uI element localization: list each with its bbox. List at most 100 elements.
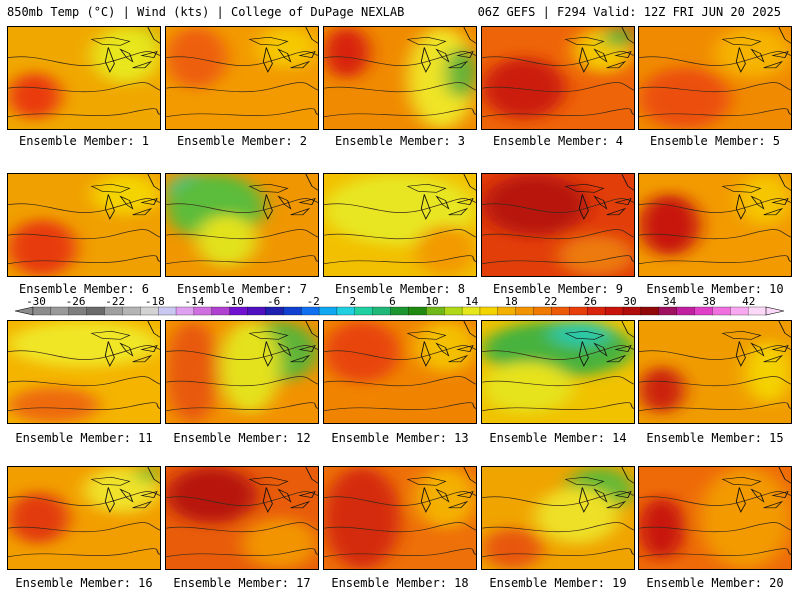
- ensemble-member-map: [7, 173, 161, 277]
- ensemble-member-label: Ensemble Member: 2: [176, 134, 308, 148]
- ensemble-member-map: [7, 320, 161, 424]
- height-contours: [166, 345, 318, 412]
- colorbar-tick-label: 14: [465, 296, 479, 308]
- temperature-region: [324, 321, 400, 383]
- ensemble-member-map: [481, 173, 635, 277]
- temperature-region: [737, 174, 791, 225]
- colorbar-swatch: [265, 306, 284, 316]
- ensemble-member-label: Ensemble Member: 8: [334, 282, 466, 296]
- colorbar-tick-label: 42: [742, 296, 755, 308]
- colorbar-swatch: [86, 306, 106, 316]
- temperature-region: [166, 321, 220, 423]
- colorbar-swatch: [140, 306, 159, 316]
- ensemble-member-map: [481, 26, 635, 130]
- colorbar-swatch: [730, 306, 749, 316]
- temperature-region: [219, 321, 280, 413]
- colorbar-swatch: [622, 306, 642, 316]
- ensemble-member-map: [165, 173, 319, 277]
- colorbar-swatch: [211, 306, 231, 316]
- colorbar-tick-label: 34: [663, 296, 677, 308]
- colorbar-swatch: [640, 306, 660, 316]
- colorbar-swatch: [408, 306, 427, 316]
- temperature-region: [8, 72, 62, 119]
- temperature-region: [166, 467, 258, 524]
- colorbar-swatch: [372, 306, 392, 316]
- ensemble-member-label: Ensemble Member: 13: [331, 431, 469, 445]
- temperature-region: [482, 528, 543, 569]
- height-contours: [482, 198, 634, 265]
- colorbar-swatch: [50, 306, 70, 316]
- temperature-region: [715, 27, 791, 78]
- ensemble-member-label: Ensemble Member: 17: [173, 576, 311, 590]
- temperature-region: [8, 219, 77, 276]
- colorbar-high-arrow: [765, 306, 785, 316]
- colorbar-swatch: [676, 306, 696, 316]
- colorbar-tick-label: -22: [105, 296, 125, 308]
- temperature-region: [324, 27, 370, 78]
- temperature-region: [324, 467, 400, 569]
- colorbar-swatch: [694, 306, 714, 316]
- ensemble-member-map: [323, 26, 477, 130]
- colorbar-swatch: [497, 306, 517, 316]
- colorbar-swatch: [712, 306, 731, 316]
- height-contours: [324, 491, 476, 558]
- colorbar-swatch: [354, 306, 374, 316]
- temperature-region: [603, 27, 634, 48]
- temperature-region: [415, 321, 476, 372]
- temperature-region: [166, 27, 227, 89]
- great-lakes-outline: [721, 467, 791, 513]
- colorbar-swatch: [175, 306, 195, 316]
- ensemble-member-label: Ensemble Member: 6: [18, 282, 150, 296]
- temperature-region: [242, 518, 318, 569]
- colorbar-swatch: [604, 306, 624, 316]
- height-contours: [639, 51, 791, 118]
- colorbar-swatch: [122, 306, 141, 316]
- great-lakes-outline: [406, 27, 476, 73]
- temperature-region: [8, 492, 69, 544]
- colorbar-swatch: [229, 306, 249, 316]
- temperature-region: [137, 467, 160, 483]
- ensemble-member-map: [165, 26, 319, 130]
- colorbar-swatch: [193, 306, 213, 316]
- temperature-region: [745, 341, 791, 403]
- temperature-region: [482, 57, 566, 119]
- map-title: 850mb Temp (°C) | Wind (kts) | College o…: [7, 5, 405, 19]
- ensemble-member-label: Ensemble Member: 10: [646, 282, 784, 296]
- temperature-region: [550, 321, 612, 347]
- colorbar-tick-label: 26: [584, 296, 597, 308]
- temperature-region: [639, 497, 685, 559]
- colorbar-tick-label: -6: [267, 296, 280, 308]
- ensemble-member-map: [638, 466, 792, 570]
- ensemble-member-map: [323, 466, 477, 570]
- colorbar-tick-label: -10: [224, 296, 244, 308]
- great-lakes-outline: [406, 174, 476, 220]
- temperature-region: [91, 27, 160, 84]
- temperature-region: [699, 467, 791, 569]
- height-contours: [482, 491, 634, 558]
- great-lakes-outline: [721, 27, 791, 73]
- temperature-region: [482, 361, 574, 413]
- great-lakes-outline: [248, 27, 318, 73]
- great-lakes-outline: [90, 467, 160, 513]
- height-contours: [639, 491, 791, 558]
- great-lakes-outline: [406, 467, 476, 513]
- ensemble-member-label: Ensemble Member: 16: [15, 576, 153, 590]
- height-contours: [482, 345, 634, 412]
- colorbar-low-arrow: [14, 306, 34, 316]
- height-contours: [8, 345, 160, 412]
- great-lakes-outline: [248, 174, 318, 220]
- height-contours: [166, 491, 318, 558]
- temperature-region: [415, 467, 476, 529]
- height-contours: [166, 198, 318, 265]
- colorbar-tick-label: -2: [307, 296, 320, 308]
- ensemble-member-map: [7, 26, 161, 130]
- colorbar-swatch: [515, 306, 535, 316]
- temperature-region: [91, 174, 160, 215]
- ensemble-member-label: Ensemble Member: 7: [176, 282, 308, 296]
- ensemble-member-label: Ensemble Member: 15: [646, 431, 784, 445]
- ensemble-member-label: Ensemble Member: 19: [489, 576, 627, 590]
- colorbar-tick-label: 10: [425, 296, 438, 308]
- height-contours: [482, 51, 634, 118]
- great-lakes-outline: [564, 467, 634, 513]
- great-lakes-outline: [721, 174, 791, 220]
